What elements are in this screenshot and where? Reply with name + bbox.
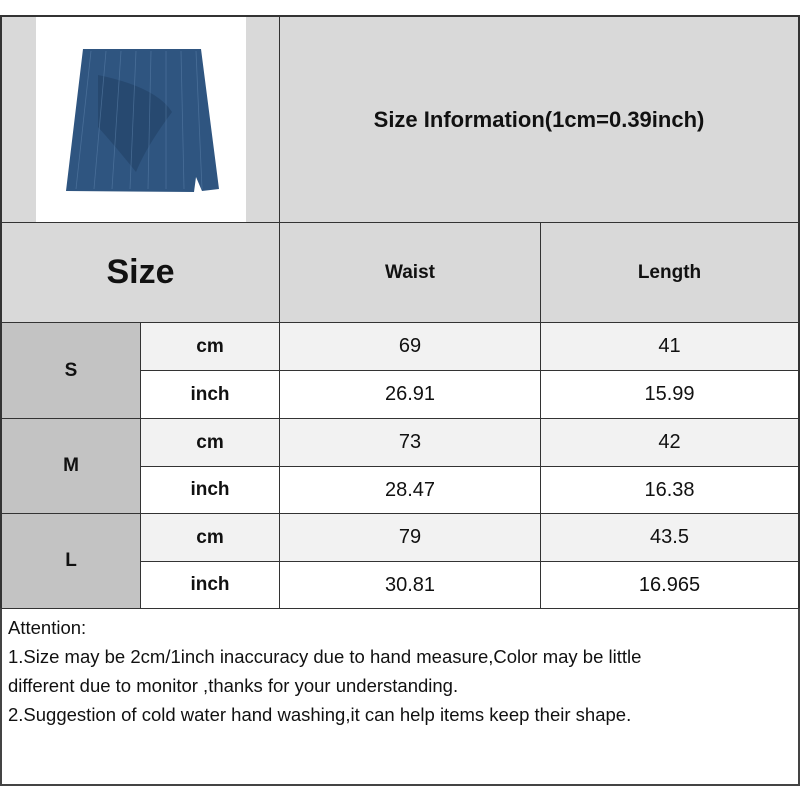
note-1-continued: different due to monitor ,thanks for you… <box>8 675 459 696</box>
size-header: Size <box>0 222 280 323</box>
length-cm: 42 <box>540 418 800 467</box>
column-header-waist: Waist <box>279 222 541 323</box>
unit-cm: cm <box>140 418 280 467</box>
unit-inch: inch <box>140 561 280 609</box>
unit-inch: inch <box>140 370 280 419</box>
waist-inch: 26.91 <box>279 370 541 419</box>
notes-heading: Attention: <box>8 617 87 638</box>
unit-inch: inch <box>140 466 280 514</box>
note-1: 1.Size may be 2cm/1inch inaccuracy due t… <box>8 646 642 667</box>
skirt-image <box>66 49 219 192</box>
waist-cm: 69 <box>279 322 541 371</box>
column-header-length: Length <box>540 222 800 323</box>
waist-cm: 73 <box>279 418 541 467</box>
size-s: S <box>0 322 141 419</box>
length-inch: 16.38 <box>540 466 800 514</box>
product-image <box>36 17 246 222</box>
length-inch: 15.99 <box>540 370 800 419</box>
waist-inch: 28.47 <box>279 466 541 514</box>
product-image-cell <box>0 15 280 223</box>
attention-notes: Attention: 1.Size may be 2cm/1inch inacc… <box>0 608 800 786</box>
length-cm: 41 <box>540 322 800 371</box>
length-inch: 16.965 <box>540 561 800 609</box>
waist-inch: 30.81 <box>279 561 541 609</box>
unit-cm: cm <box>140 322 280 371</box>
note-2: 2.Suggestion of cold water hand washing,… <box>8 704 632 725</box>
size-info-title: Size Information(1cm=0.39inch) <box>279 15 800 223</box>
waist-cm: 79 <box>279 513 541 562</box>
size-l: L <box>0 513 141 609</box>
size-m: M <box>0 418 141 514</box>
length-cm: 43.5 <box>540 513 800 562</box>
unit-cm: cm <box>140 513 280 562</box>
